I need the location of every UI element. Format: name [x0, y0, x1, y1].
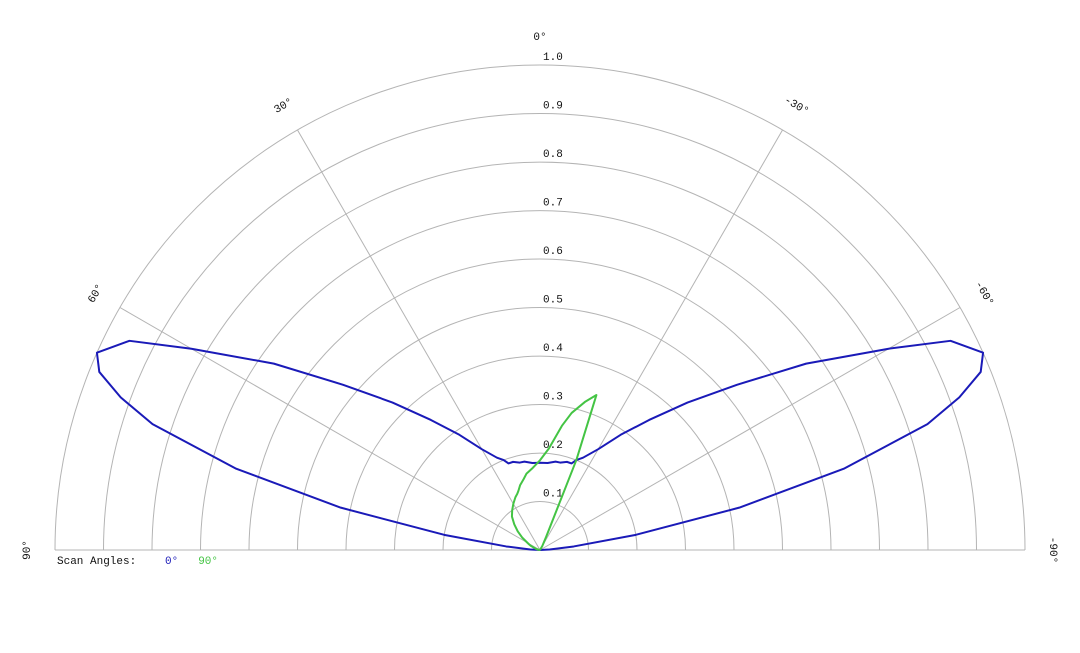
series-line — [95, 339, 985, 551]
r-tick-label: 0.4 — [543, 343, 563, 355]
r-tick-label: 0.1 — [543, 488, 563, 500]
grid-ring — [248, 258, 832, 551]
r-tick-label: 0.5 — [543, 294, 563, 306]
r-tick-label: 0.9 — [543, 100, 563, 112]
legend-title: Scan Angles: — [57, 556, 136, 568]
r-tick-label: 0.8 — [543, 149, 563, 161]
theta-tick-label: 90° — [22, 540, 34, 560]
grid-spoke — [119, 307, 541, 551]
grid-ring — [54, 64, 1026, 551]
legend-entry: 0° — [165, 556, 178, 568]
legend-entry: 90° — [198, 556, 218, 568]
r-tick-label: 0.6 — [543, 246, 563, 258]
series-line — [510, 394, 598, 551]
grid-ring — [394, 404, 686, 551]
theta-tick-label: 30° — [272, 96, 295, 116]
theta-tick-label: -90° — [1046, 537, 1058, 563]
grid-spoke — [539, 129, 783, 551]
grid-ring — [345, 355, 735, 551]
theta-tick-label: -60° — [972, 280, 996, 309]
r-tick-label: 0.3 — [543, 391, 563, 403]
theta-tick-label: 0° — [533, 32, 546, 44]
grid-ring — [151, 161, 929, 551]
grid-spoke — [297, 129, 541, 551]
grid-ring — [491, 501, 589, 551]
r-tick-label: 1.0 — [543, 52, 563, 64]
grid-spoke — [539, 307, 961, 551]
grid-ring — [103, 113, 977, 551]
theta-tick-label: -30° — [782, 95, 811, 119]
grid-ring — [442, 452, 638, 551]
r-tick-label: 0.7 — [543, 197, 563, 209]
grid-ring — [297, 307, 783, 551]
theta-tick-label: 60° — [86, 282, 106, 305]
grid-ring — [200, 210, 880, 551]
